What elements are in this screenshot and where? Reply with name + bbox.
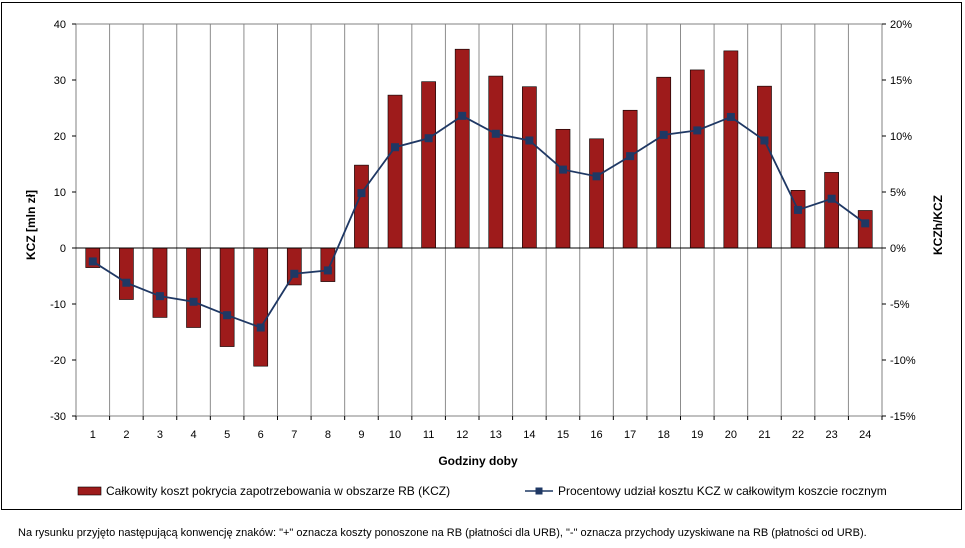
y-left-tick-label: 0 — [60, 243, 66, 255]
line-point — [659, 130, 668, 139]
bar — [152, 247, 168, 318]
bar — [286, 247, 302, 286]
bar — [454, 48, 470, 249]
bar — [320, 247, 336, 282]
line-series — [92, 114, 866, 329]
line-point — [861, 219, 870, 228]
x-tick-label: 7 — [291, 429, 297, 441]
x-tick-label: 5 — [224, 429, 230, 441]
x-tick-label: 16 — [590, 429, 602, 441]
y-left-tick-label: 40 — [54, 19, 66, 31]
line-point — [726, 112, 735, 121]
line-point — [391, 143, 400, 152]
y-axis-right-title: KCZh/KCZ — [931, 195, 945, 255]
x-tick-label: 4 — [190, 429, 196, 441]
line-point — [223, 311, 232, 320]
bar — [119, 247, 134, 300]
legend-bar-label: Całkowity koszt pokrycia zapotrzebowania… — [106, 484, 450, 498]
x-tick-label: 14 — [523, 429, 535, 441]
y-right-tick-label: -10% — [890, 355, 916, 367]
bar — [253, 247, 269, 367]
x-tick-label: 10 — [389, 429, 401, 441]
line-point — [290, 269, 299, 278]
line-point — [626, 152, 635, 161]
bar — [622, 109, 638, 249]
legend-bar-swatch — [77, 486, 102, 496]
line-point — [155, 292, 164, 301]
y-right-tick-label: 10% — [890, 131, 912, 143]
y-left-tick-label: -30 — [50, 411, 66, 423]
line-point — [558, 165, 567, 174]
x-tick-label: 2 — [123, 429, 129, 441]
legend-line-marker — [535, 487, 543, 495]
bar — [824, 172, 839, 249]
x-tick-label: 6 — [258, 429, 264, 441]
y-right-tick-label: -15% — [890, 411, 916, 423]
legend-line-label: Procentowy udział kosztu KCZ w całkowity… — [558, 484, 887, 498]
bar — [723, 50, 739, 249]
x-tick-label: 12 — [456, 429, 468, 441]
line-point — [760, 136, 769, 145]
y-axis-left-title: KCZ [mln zł] — [24, 190, 38, 260]
bar — [219, 247, 235, 347]
y-left-tick-label: -10 — [50, 299, 66, 311]
y-left-tick-label: 10 — [54, 187, 66, 199]
x-tick-label: 23 — [826, 429, 838, 441]
y-right-tick-label: 15% — [890, 75, 912, 87]
line-point — [794, 205, 803, 214]
legend: Całkowity koszt pokrycia zapotrzebowania… — [77, 484, 887, 498]
x-tick-label: 21 — [758, 429, 770, 441]
y-right-tick-label: 5% — [890, 187, 906, 199]
line-point — [458, 111, 467, 120]
chart: -30 -20 -10 0 10 20 30 40 -15% -10% -5% 0% 5% 10% 15% 2… — [24, 19, 945, 498]
x-tick-label: 9 — [358, 429, 364, 441]
line-point — [256, 323, 265, 332]
line-point — [88, 257, 97, 266]
plot-area: -30 -20 -10 0 10 20 30 40 -15% -10% -5% 0% 5% 10% 15% 2… — [50, 19, 916, 441]
x-axis-title: Godziny doby — [438, 454, 518, 468]
y-left-tick-label: 30 — [54, 75, 66, 87]
line-point — [525, 136, 534, 145]
footnote: Na rysunku przyjęto następującą konwencj… — [18, 527, 867, 539]
y-left-tick-label: -20 — [50, 355, 66, 367]
x-tick-label: 20 — [725, 429, 737, 441]
x-tick-label: 1 — [90, 429, 96, 441]
bar — [421, 81, 436, 249]
bar — [555, 128, 571, 249]
line-point — [323, 266, 332, 275]
bar — [589, 138, 604, 249]
x-tick-label: 8 — [325, 429, 331, 441]
bar — [857, 210, 873, 249]
x-tick-label: 22 — [792, 429, 804, 441]
line-point — [122, 278, 131, 287]
line-point — [491, 129, 500, 138]
x-tick-label: 3 — [157, 429, 163, 441]
bar — [522, 86, 537, 249]
x-tick-label: 15 — [557, 429, 569, 441]
line-point — [693, 126, 702, 135]
bar — [757, 85, 772, 249]
x-tick-label: 24 — [859, 429, 871, 441]
x-tick-label: 13 — [490, 429, 502, 441]
y-left-tick-label: 20 — [54, 131, 66, 143]
x-tick-label: 19 — [691, 429, 703, 441]
line-point — [189, 297, 198, 306]
y-right-tick-label: -5% — [890, 299, 910, 311]
bar — [186, 247, 201, 328]
bar — [656, 76, 672, 249]
x-tick-label: 17 — [624, 429, 636, 441]
x-tick-label: 11 — [423, 429, 434, 441]
line-point — [592, 172, 601, 181]
bar — [488, 75, 504, 249]
line-point — [827, 194, 836, 203]
bar — [387, 94, 403, 249]
line-point — [424, 134, 433, 143]
x-tick-label: 18 — [658, 429, 670, 441]
y-right-tick-label: 0% — [890, 243, 906, 255]
bar — [689, 69, 705, 249]
line-point — [357, 189, 366, 198]
y-right-tick-label: 20% — [890, 19, 912, 31]
